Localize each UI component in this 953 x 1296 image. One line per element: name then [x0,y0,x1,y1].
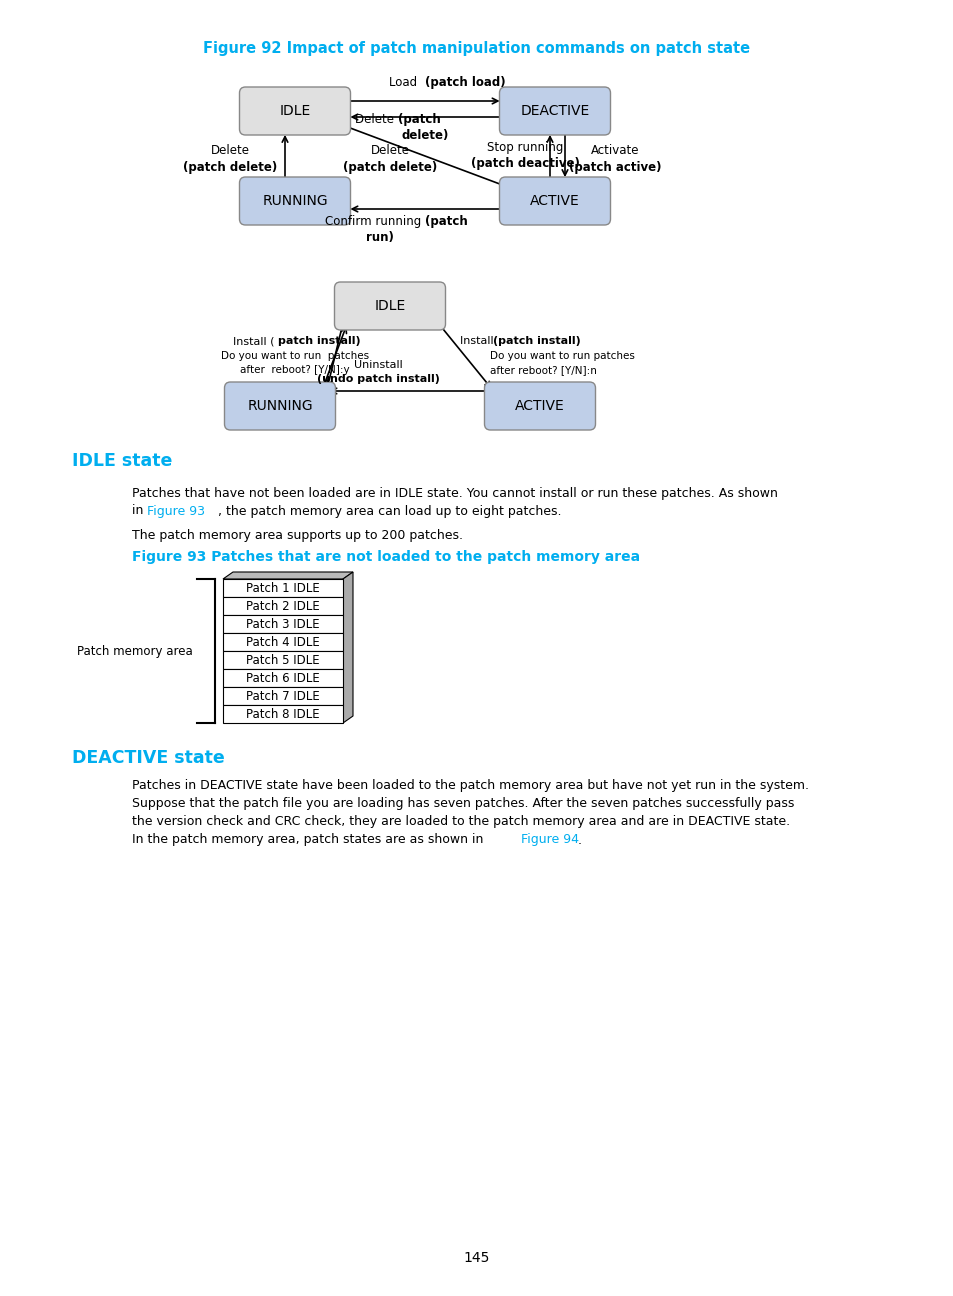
Text: Patch 3 IDLE: Patch 3 IDLE [246,617,319,630]
Text: Activate: Activate [590,144,639,158]
Text: RUNNING: RUNNING [262,194,328,207]
Bar [223,669,343,687]
Bar [223,687,343,705]
Text: delete): delete) [401,130,448,143]
Text: Patch 5 IDLE: Patch 5 IDLE [246,653,319,666]
Text: (patch install): (patch install) [493,336,580,346]
FancyBboxPatch shape [224,382,335,430]
Text: Do you want to run patches: Do you want to run patches [490,351,634,362]
Bar [223,705,343,723]
Text: Patch 4 IDLE: Patch 4 IDLE [246,635,319,648]
Text: Figure 93 Patches that are not loaded to the patch memory area: Figure 93 Patches that are not loaded to… [132,550,639,564]
Text: in: in [132,504,147,517]
FancyBboxPatch shape [484,382,595,430]
Polygon shape [343,572,353,723]
FancyBboxPatch shape [499,178,610,226]
Text: (patch: (patch [397,113,440,126]
FancyBboxPatch shape [499,87,610,135]
Text: Figure 93: Figure 93 [147,504,205,517]
Text: Patch memory area: Patch memory area [77,644,193,657]
FancyBboxPatch shape [239,178,350,226]
Text: Patch 8 IDLE: Patch 8 IDLE [246,708,319,721]
Bar [223,579,343,597]
Text: Delete: Delete [211,144,250,158]
Text: 145: 145 [463,1251,490,1265]
Text: (patch: (patch [424,215,467,228]
Text: Uninstall: Uninstall [354,360,402,369]
Text: Patch 1 IDLE: Patch 1 IDLE [246,582,319,595]
Text: ACTIVE: ACTIVE [515,399,564,413]
Bar [223,632,343,651]
Text: run): run) [366,231,394,244]
Text: (patch deactive): (patch deactive) [470,158,578,171]
Text: (undo patch install): (undo patch install) [316,375,439,384]
Text: after reboot? [Y/N]:n: after reboot? [Y/N]:n [490,365,597,375]
Text: Suppose that the patch file you are loading has seven patches. After the seven p: Suppose that the patch file you are load… [132,797,794,810]
Text: patch install): patch install) [277,336,360,346]
Text: Load: Load [389,76,424,89]
Text: DEACTIVE: DEACTIVE [519,104,589,118]
Text: Stop running: Stop running [486,141,562,154]
Text: Patches in DEACTIVE state have been loaded to the patch memory area but have not: Patches in DEACTIVE state have been load… [132,779,808,792]
Text: .: . [578,833,581,846]
Text: Install: Install [459,336,497,346]
Text: In the patch memory area, patch states are as shown in: In the patch memory area, patch states a… [132,833,487,846]
Text: Patches that have not been loaded are in IDLE state. You cannot install or run t: Patches that have not been loaded are in… [132,486,777,499]
Text: Figure 94: Figure 94 [520,833,578,846]
Text: the version check and CRC check, they are loaded to the patch memory area and ar: the version check and CRC check, they ar… [132,815,789,828]
Text: IDLE: IDLE [374,299,405,314]
Text: Do you want to run  patches: Do you want to run patches [221,351,369,362]
Text: IDLE: IDLE [279,104,311,118]
Text: Install (: Install ( [233,336,277,346]
Bar [223,616,343,632]
Text: RUNNING: RUNNING [247,399,313,413]
Text: after  reboot? [Y/N]:y: after reboot? [Y/N]:y [240,365,350,375]
FancyBboxPatch shape [239,87,350,135]
FancyBboxPatch shape [335,283,445,330]
Text: DEACTIVE state: DEACTIVE state [71,749,225,767]
Text: (patch load): (patch load) [424,76,505,89]
Text: , the patch memory area can load up to eight patches.: , the patch memory area can load up to e… [218,504,561,517]
Text: IDLE state: IDLE state [71,452,172,470]
Text: Delete: Delete [355,113,397,126]
Text: Patch 7 IDLE: Patch 7 IDLE [246,689,319,702]
Text: Delete: Delete [370,144,409,158]
Text: (patch delete): (patch delete) [342,161,436,174]
Text: (patch active): (patch active) [568,162,660,175]
Text: The patch memory area supports up to 200 patches.: The patch memory area supports up to 200… [132,529,462,542]
Bar [223,597,343,616]
Text: Figure 92 Impact of patch manipulation commands on patch state: Figure 92 Impact of patch manipulation c… [203,40,750,56]
Text: (patch delete): (patch delete) [183,162,276,175]
Text: ACTIVE: ACTIVE [530,194,579,207]
Bar [223,651,343,669]
Text: Patch 6 IDLE: Patch 6 IDLE [246,671,319,684]
Text: Confirm running: Confirm running [325,215,424,228]
Polygon shape [223,572,353,579]
Text: Patch 2 IDLE: Patch 2 IDLE [246,600,319,613]
